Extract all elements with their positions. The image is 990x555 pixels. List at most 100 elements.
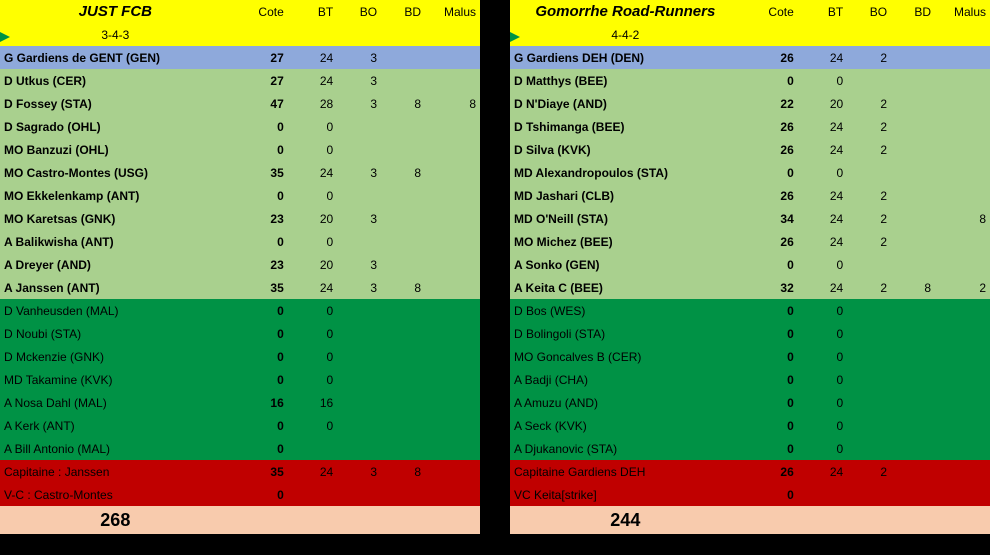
cell-cote: 0 bbox=[741, 391, 798, 414]
cell-cote: 0 bbox=[741, 299, 798, 322]
cell-bd bbox=[891, 460, 935, 483]
player-name: MO Ekkelenkamp (ANT) bbox=[0, 184, 231, 207]
column-header-bd: BD bbox=[381, 0, 425, 23]
cell-malus bbox=[935, 437, 990, 460]
cell-bd bbox=[891, 322, 935, 345]
cell-cote: 0 bbox=[741, 253, 798, 276]
cell-bo: 3 bbox=[337, 207, 381, 230]
cell-bo: 3 bbox=[337, 460, 381, 483]
cell-bt: 0 bbox=[798, 345, 847, 368]
table-row: MD Jashari (CLB)26242 bbox=[510, 184, 990, 207]
cell-bo bbox=[337, 414, 381, 437]
table-row: G Gardiens de GENT (GEN)27243 bbox=[0, 46, 480, 69]
cell-malus: 8 bbox=[425, 92, 480, 115]
cell-bo bbox=[847, 483, 891, 506]
cell-malus bbox=[425, 161, 480, 184]
table-row: MO Ekkelenkamp (ANT)00 bbox=[0, 184, 480, 207]
cell-bo bbox=[337, 115, 381, 138]
table-row: D Sagrado (OHL)00 bbox=[0, 115, 480, 138]
player-name: A Sonko (GEN) bbox=[510, 253, 741, 276]
cell-cote: 0 bbox=[231, 138, 288, 161]
player-name: A Janssen (ANT) bbox=[0, 276, 231, 299]
cell-bo bbox=[847, 368, 891, 391]
cell-bo: 2 bbox=[847, 230, 891, 253]
cell-bt: 0 bbox=[798, 391, 847, 414]
cell-bo bbox=[337, 437, 381, 460]
table-row: MD Alexandropoulos (STA)00 bbox=[510, 161, 990, 184]
player-name: MD Jashari (CLB) bbox=[510, 184, 741, 207]
cell-bo: 2 bbox=[847, 115, 891, 138]
cell-bt: 0 bbox=[288, 115, 337, 138]
column-header-bo: BO bbox=[847, 0, 891, 23]
cell-bd bbox=[381, 253, 425, 276]
cell-bd bbox=[381, 69, 425, 92]
cell-malus bbox=[425, 322, 480, 345]
cell-cote: 0 bbox=[231, 322, 288, 345]
cell-bt: 16 bbox=[288, 391, 337, 414]
cell-cote: 0 bbox=[231, 230, 288, 253]
team-panel-left: JUST FCBCoteBTBOBDMalus3-4-3G Gardiens d… bbox=[0, 0, 480, 555]
cell-bo: 3 bbox=[337, 253, 381, 276]
cell-cote: 32 bbox=[741, 276, 798, 299]
player-name: D Mckenzie (GNK) bbox=[0, 345, 231, 368]
player-name: Capitaine Gardiens DEH bbox=[510, 460, 741, 483]
player-name: VC Keita[strike] bbox=[510, 483, 741, 506]
team-table: JUST FCBCoteBTBOBDMalus3-4-3G Gardiens d… bbox=[0, 0, 480, 534]
cell-bd bbox=[381, 345, 425, 368]
cell-malus bbox=[935, 414, 990, 437]
cell-malus bbox=[425, 437, 480, 460]
cell-bt: 0 bbox=[798, 437, 847, 460]
table-row: MO Karetsas (GNK)23203 bbox=[0, 207, 480, 230]
cell-bo: 2 bbox=[847, 460, 891, 483]
cell-bo bbox=[337, 230, 381, 253]
table-row: D Vanheusden (MAL)00 bbox=[0, 299, 480, 322]
table-row: Capitaine : Janssen352438 bbox=[0, 460, 480, 483]
cell-bd bbox=[891, 368, 935, 391]
player-name: MO Karetsas (GNK) bbox=[0, 207, 231, 230]
cell-bo: 3 bbox=[337, 46, 381, 69]
cell-malus bbox=[935, 161, 990, 184]
cell-bt: 0 bbox=[798, 253, 847, 276]
cell-malus bbox=[425, 276, 480, 299]
cell-malus bbox=[425, 460, 480, 483]
cell-bt: 0 bbox=[288, 322, 337, 345]
cell-bd bbox=[381, 207, 425, 230]
player-name: D Matthys (BEE) bbox=[510, 69, 741, 92]
player-name: D Bos (WES) bbox=[510, 299, 741, 322]
player-name: D Fossey (STA) bbox=[0, 92, 231, 115]
cell-cote: 26 bbox=[741, 460, 798, 483]
cell-bd bbox=[381, 46, 425, 69]
cell-bd bbox=[891, 483, 935, 506]
cell-bo: 2 bbox=[847, 276, 891, 299]
cell-bd bbox=[891, 345, 935, 368]
cell-bo bbox=[847, 391, 891, 414]
cell-cote: 0 bbox=[741, 322, 798, 345]
cell-malus bbox=[425, 368, 480, 391]
cell-bo bbox=[847, 299, 891, 322]
table-row: D Noubi (STA)00 bbox=[0, 322, 480, 345]
table-row: A Nosa Dahl (MAL)1616 bbox=[0, 391, 480, 414]
cell-bt: 24 bbox=[798, 460, 847, 483]
cell-cote: 26 bbox=[741, 138, 798, 161]
cell-bo bbox=[847, 253, 891, 276]
cell-malus bbox=[935, 391, 990, 414]
column-header-bt: BT bbox=[288, 0, 337, 23]
player-name: MO Banzuzi (OHL) bbox=[0, 138, 231, 161]
player-name: A Seck (KVK) bbox=[510, 414, 741, 437]
cell-bt bbox=[798, 483, 847, 506]
table-row: MO Banzuzi (OHL)00 bbox=[0, 138, 480, 161]
cell-malus: 8 bbox=[935, 207, 990, 230]
table-row: A Kerk (ANT)00 bbox=[0, 414, 480, 437]
cell-bo bbox=[337, 138, 381, 161]
cell-malus bbox=[935, 138, 990, 161]
cell-bd bbox=[891, 230, 935, 253]
cell-bd bbox=[381, 414, 425, 437]
player-name: A Bill Antonio (MAL) bbox=[0, 437, 231, 460]
cell-cote: 0 bbox=[741, 368, 798, 391]
player-name: D Noubi (STA) bbox=[0, 322, 231, 345]
player-name: D Bolingoli (STA) bbox=[510, 322, 741, 345]
cell-cote: 35 bbox=[231, 460, 288, 483]
cell-cote: 35 bbox=[231, 161, 288, 184]
cell-malus bbox=[425, 230, 480, 253]
cell-malus bbox=[425, 391, 480, 414]
